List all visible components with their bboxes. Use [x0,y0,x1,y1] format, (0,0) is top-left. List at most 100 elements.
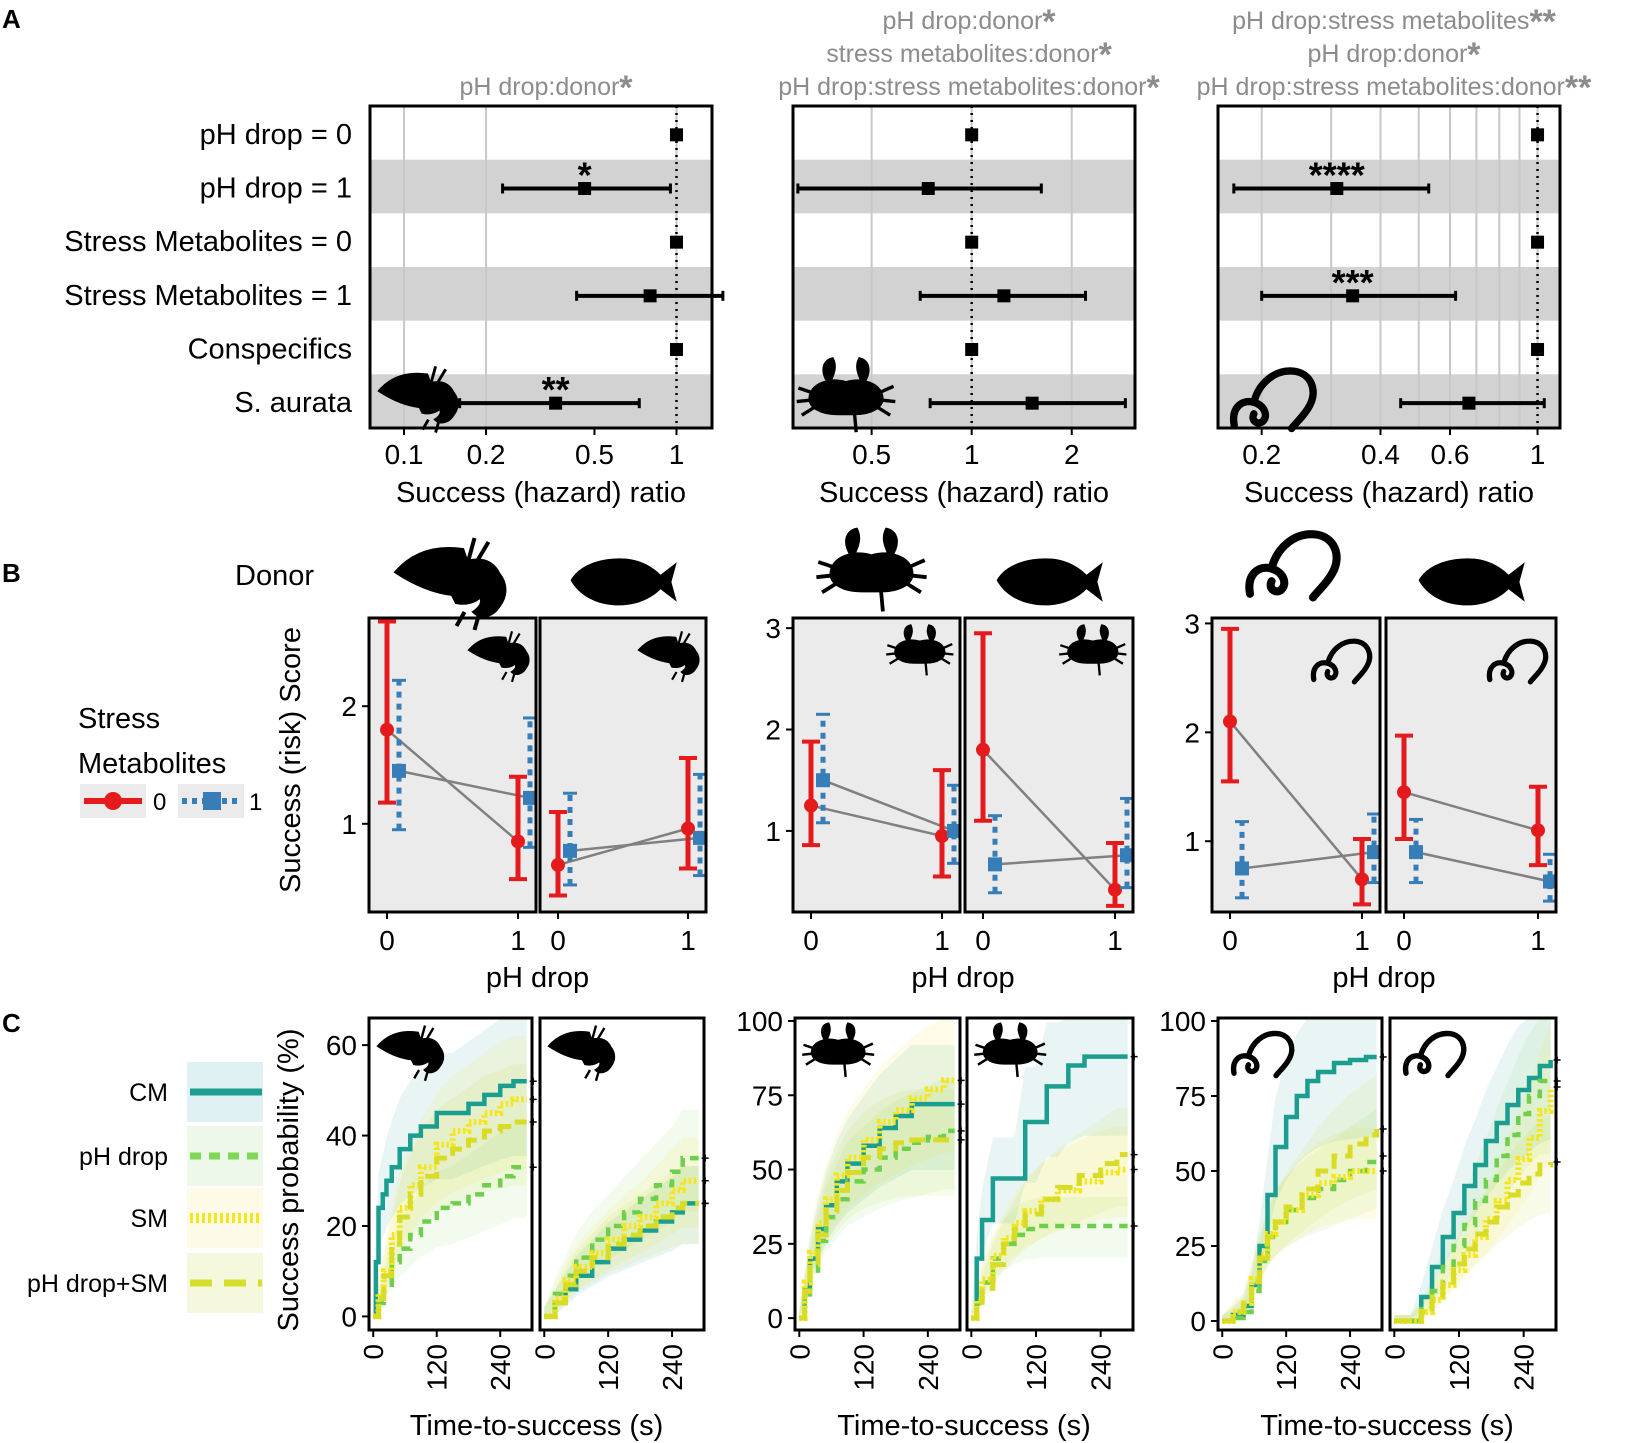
x-tick-label: 0 [803,925,819,956]
legend-label: pH drop+SM [27,1270,168,1298]
score-group-0: 120 1 0 1pH drop [341,536,708,994]
survival-facet: 0 120 240 [956,1016,1138,1391]
legend-marker-1 [203,792,221,810]
trend-line-sm1 [569,836,701,853]
donor-green-crab-icon [814,527,929,614]
facet-frame [1216,1016,1384,1332]
mean-point-sm0 [551,857,565,872]
mean-point-sm1 [693,830,707,845]
x-axis-label: Success (hazard) ratio [819,477,1109,509]
mean-point-sm0 [1108,882,1122,897]
x-axis-label: Time-to-success (s) [410,1410,664,1442]
hazard-ratio-point [1531,235,1545,249]
x-tick-label: 0 [1396,925,1412,956]
y-tick-label: 75 [1175,1081,1206,1112]
facet-frame [1210,616,1382,914]
confidence-band [373,1064,527,1317]
hazard-ratio-point [1531,128,1545,142]
y-tick-label: 50 [1175,1156,1206,1187]
x-axis-label: pH drop [1332,962,1435,994]
row-label: pH drop = 1 [200,173,352,205]
confidence-band [1394,1022,1551,1321]
x-axis-label: Time-to-success (s) [1260,1410,1514,1442]
x-tick-label: 1 [680,925,696,956]
hazard-ratio-point [578,182,592,195]
significance-stars: ** [542,369,570,410]
interaction-term: pH drop:stress metabolites:donor [778,73,1146,101]
x-tick-label: 0.2 [1242,439,1281,470]
trend-line-sm1 [398,769,531,800]
survival-curve-sm [971,1166,1128,1322]
trend-line-sm0 [1403,791,1539,832]
y-tick-label: 25 [1175,1231,1206,1262]
x-tick-label: 240 [657,1344,688,1391]
hazard-ratio-point [921,182,935,195]
trend-line-sm0 [1229,720,1363,881]
donor-ragworm-icon-shape [1249,534,1336,597]
x-tick-label: 1 [1354,925,1370,956]
y-tick-label: 1 [1184,826,1200,857]
trend-line-sm0 [386,728,519,843]
row-label: pH drop = 0 [200,119,352,151]
survival-group-2: 0 25 50 75 100 0 120 240 0 120 240 Time-to-success … [1159,1006,1561,1442]
donor-label: Donor [235,560,314,592]
mean-point-sm0 [804,798,818,813]
x-tick-label: 0 [1207,1344,1238,1360]
facet-background [795,1018,960,1330]
facet-background [1386,618,1556,912]
hazard-ratio-point [1462,396,1476,410]
interaction-label: pH drop:stress metabolites:donor* [778,69,1160,107]
x-tick-label: 240 [1509,1344,1540,1391]
interaction-significance: * [1099,36,1113,74]
x-tick-label: 1 [510,925,526,956]
mean-point-sm0 [1397,785,1411,800]
hazard-ratio-point [1346,289,1360,303]
facet-background [369,1018,532,1330]
x-tick-label: 240 [913,1344,944,1391]
confidence-band [544,1166,699,1317]
y-tick-label: 100 [1159,1006,1206,1037]
row-label: Conspecifics [188,334,352,366]
plot-frame [1216,104,1562,430]
mean-point-sm1 [1235,861,1249,876]
y-tick-label: 2 [1184,717,1200,748]
confidence-band [373,1036,527,1317]
x-tick-label: 0.4 [1361,439,1400,470]
hazard-ratio-point [1025,396,1039,410]
mean-point-sm1 [816,773,830,788]
row-label: Stress Metabolites = 1 [64,280,352,312]
facet-frame [538,616,708,914]
interaction-label: pH drop:stress metabolites:donor** [1197,69,1592,107]
donor-fish-icon [996,558,1103,606]
interaction-significance: ** [1565,69,1592,107]
survival-curve-sm [1394,1087,1554,1324]
x-tick-label: 0 [1222,925,1238,956]
facet-background [793,618,960,912]
hazard-ratio-point [1330,182,1344,195]
survival-facet: 0 120 240 [358,1016,537,1391]
confidence-band [971,1126,1128,1319]
confidence-band [373,1018,527,1317]
mean-point-sm1 [1120,848,1134,863]
mean-point-sm1 [1543,874,1557,889]
interaction-significance: * [619,69,633,107]
survival-facet: 0 120 240 [784,1016,965,1391]
x-tick-label: 120 [849,1344,880,1391]
interaction-label: pH drop:donor* [459,69,633,107]
x-tick-label: 0 [379,925,395,956]
x-tick-label: 0 [529,1344,560,1360]
legend-title: Metabolites [78,748,226,780]
facet-frame [1384,616,1558,914]
significance-stars: *** [1332,262,1374,303]
legend-treatment: CM pH drop SM pH drop+SM [27,1062,263,1313]
legend-title: Stress [78,703,160,735]
legend-marker-0 [104,792,122,810]
hazard-ratio-point [965,128,979,142]
survival-curve-cm [1222,1054,1377,1324]
